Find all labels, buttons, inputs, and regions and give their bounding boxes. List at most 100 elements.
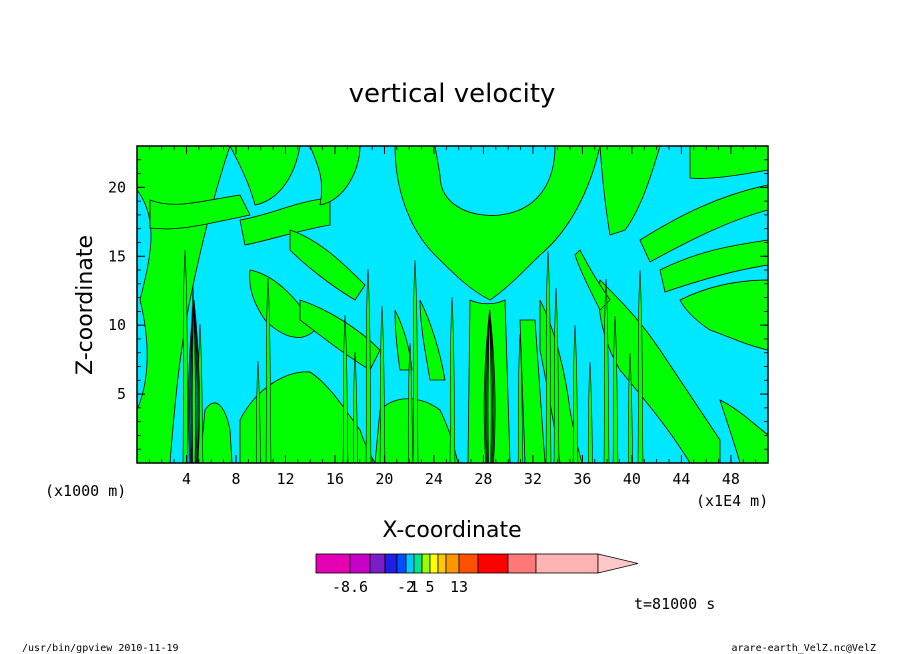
positive-streak [342, 314, 349, 463]
colorbar-arrow [597, 553, 639, 574]
plot-area [137, 146, 768, 463]
updraft-contour [484, 309, 495, 463]
x-tick-label: 40 [623, 470, 641, 488]
colorbar-segment [384, 553, 398, 574]
x-tick-label: 32 [524, 470, 542, 488]
updraft-contour [487, 309, 492, 463]
positive-streak [572, 324, 579, 463]
x-unit-left: (x1000 m) [45, 482, 126, 500]
positive-band [598, 279, 721, 463]
updraft-contour [191, 299, 197, 463]
colorbar-tick-label: -8.6 [332, 578, 368, 596]
colorbar-tick-label: 1 [409, 578, 418, 596]
colorbar-segment [535, 553, 599, 574]
positive-band [574, 249, 611, 311]
colorbar-segment [396, 553, 407, 574]
y-tick-label: 10 [108, 316, 126, 334]
positive-streak [517, 333, 524, 463]
positive-streak [553, 287, 560, 463]
x-tick-label: 44 [672, 470, 690, 488]
y-tick-label: 5 [117, 385, 126, 403]
positive-streak [407, 342, 414, 463]
y-tick-label: 15 [108, 247, 126, 265]
x-tick-label: 36 [573, 470, 591, 488]
y-axis-label: Z-coordinate [73, 235, 98, 375]
updraft-contour [483, 309, 496, 463]
time-label: t=81000 s [634, 595, 715, 613]
colorbar-segment [315, 553, 351, 574]
colorbar-segment [445, 553, 460, 574]
updraft-cores [187, 299, 496, 463]
positive-streak [255, 360, 262, 463]
x-tick-label: 48 [722, 470, 740, 488]
positive-streak [587, 361, 594, 463]
positive-band [467, 299, 511, 463]
positive-band [249, 269, 316, 338]
colorbar-segment [507, 553, 537, 574]
field-bands [137, 146, 768, 463]
positive-streak [365, 268, 372, 463]
positive-streak [412, 259, 419, 463]
x-tick-label: 8 [231, 470, 240, 488]
colorbar-tick-label: 5 [425, 578, 434, 596]
x-tick-label: 4 [182, 470, 191, 488]
y-tick-label: 20 [108, 178, 126, 196]
positive-streak [612, 315, 619, 463]
positive-streak [603, 278, 610, 463]
positive-streak [627, 352, 634, 463]
positive-streak [545, 250, 552, 463]
colorbar-labels: -8.6 -21 5 13 [332, 578, 468, 596]
updraft-contour [187, 299, 200, 463]
positive-band [239, 197, 331, 246]
updraft-contour [189, 299, 199, 463]
colorbar [315, 553, 639, 574]
positive-streak [182, 249, 189, 463]
x-axis: 4 8 12 16 20 24 28 32 36 40 44 48 [148, 146, 757, 488]
positive-band [679, 279, 768, 351]
chart-title: vertical velocity [349, 79, 556, 109]
x-tick-label: 24 [425, 470, 443, 488]
positive-band [599, 146, 661, 236]
positive-streak [379, 305, 386, 463]
positive-band [229, 146, 301, 206]
positive-streak [449, 296, 456, 463]
negative-patch [434, 146, 556, 216]
x-tick-label: 28 [474, 470, 492, 488]
positive-band [199, 402, 233, 463]
updraft-contour [486, 309, 493, 463]
colorbar-segment [437, 553, 447, 574]
colorbar-segment [458, 553, 479, 574]
positive-band [519, 319, 546, 463]
positive-band [289, 229, 366, 301]
positive-streak [637, 269, 644, 463]
x-axis-label: X-coordinate [382, 518, 521, 543]
colorbar-segment [421, 553, 431, 574]
colorbar-segment [405, 553, 415, 574]
footer-right: arare-earth_VelZ.nc@VelZ [732, 643, 877, 654]
updraft-contour [190, 299, 198, 463]
positive-band [719, 399, 768, 463]
x-tick-label: 20 [375, 470, 393, 488]
colorbar-segment [369, 553, 386, 574]
colorbar-tick-label: -2 [397, 578, 415, 596]
colorbar-segment [429, 553, 439, 574]
positive-band [419, 299, 446, 381]
colorbar-segment [477, 553, 509, 574]
positive-band [149, 194, 251, 230]
plot-border [136, 145, 769, 464]
positive-band [639, 184, 768, 263]
positive-band [309, 146, 361, 206]
positive-streak [352, 351, 359, 463]
colorbar-tick-label: 13 [450, 578, 468, 596]
y-axis: 5 10 15 20 [108, 159, 768, 450]
footer-left: /usr/bin/gpview 2010-11-19 [22, 643, 179, 654]
colorbar-segment [349, 553, 371, 574]
positive-streak [265, 277, 272, 463]
positive-band [394, 309, 413, 371]
x-tick-label: 16 [326, 470, 344, 488]
x-tick-label: 12 [276, 470, 294, 488]
x-unit-right: (x1E4 m) [696, 492, 768, 510]
positive-band [659, 239, 768, 293]
colorbar-segment [413, 553, 423, 574]
